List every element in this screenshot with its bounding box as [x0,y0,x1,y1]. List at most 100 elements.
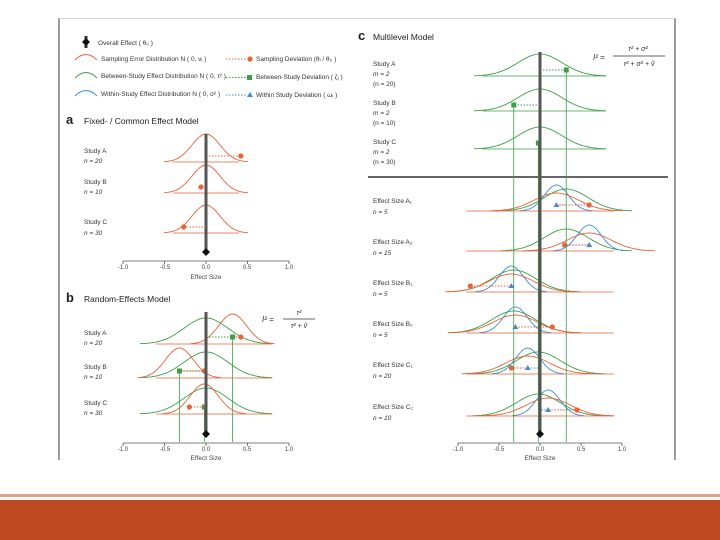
panel-c-title: Multilevel Model [373,32,434,42]
legend-blue-triangle-icon [247,92,253,97]
panel-a-study-1-name: Study B [84,179,107,186]
panel-c-xtick-1: -0.5 [494,447,505,453]
panel-c-xtick-0: -1.0 [453,447,464,453]
panel-a-study-0-sampling-dot [238,153,244,159]
panel-b-xtick-2: 0.0 [202,447,211,453]
panel-a-xtick-4: 1.0 [285,265,294,271]
legend: Overall Effect ( θ₀ ) Sampling Error Dis… [74,36,343,99]
panel-c-effect-5-within-curve [512,389,585,417]
panel-c-effect-1-n: n = 15 [373,250,392,257]
panel-c-study-1-m: m = 2 [373,110,390,117]
panel-c-study-1-n: (n = 10) [373,120,396,127]
panel-b-study-0-name: Study A [84,330,107,337]
panel-c-effect-4-n: n = 20 [373,373,392,380]
panel-a: a Fixed- / Common Effect Model Study A n… [66,112,294,281]
panel-a-study-2-n: n = 30 [84,230,103,237]
panel-c-effect-2-n: n = 5 [373,291,388,298]
panel-c-effect-0-n: n = 5 [373,209,388,216]
panel-c-effect-4-within-curve [491,347,564,375]
panel-a-title: Fixed- / Common Effect Model [84,116,199,126]
panel-a-study-2-name: Study C [84,219,107,226]
panel-b-xtick-1: -0.5 [160,447,171,453]
panel-a-study-1-n: n = 10 [84,189,103,196]
panel-c-formula-lhs: I² = [593,53,605,62]
panel-c-study-1-name: Study B [373,100,396,107]
legend-red-dot-icon [247,56,253,62]
panel-a-xtick-1: -0.5 [160,265,171,271]
panel-c-study-0-n: (n = 20) [373,81,396,88]
panel-a-xtick-2: 0.0 [202,265,211,271]
legend-diamond-icon [82,38,90,46]
panel-b-xtick-3: 0.5 [243,447,252,453]
panel-c-effect-2-within-curve [475,265,548,293]
legend-right-2-label: Within Study Deviation ( ωᵢ ) [256,92,337,99]
panel-c-effect-1-name: Effect Size A₂ [373,239,413,246]
legend-right-1-label: Between-Study Deviation ( ζᵢ ) [256,74,343,81]
panel-c-effect-0-name: Effect Size A₁ [373,198,413,205]
panel-c-effect-3-name: Effect Size B₂ [373,321,413,328]
panel-c-letter: c [358,28,365,43]
panel-c-effect-0-sampling-dot [586,202,592,208]
legend-item-3-label: Within-Study Effect Distribution N ( 0, … [101,91,220,98]
panel-c-plot [445,52,656,446]
panel-b-study-2-n: n = 30 [84,410,103,417]
panel-c-effect-0-within-curve [520,184,593,212]
panel-b-overall-diamond [202,430,210,438]
panel-b: b Random-Effects Model I² = τ² τ² + ṽ St… [66,290,315,462]
panel-c-effect-4-sampling-curve [461,355,594,375]
panel-c-effect-2-name: Effect Size B₁ [373,280,413,287]
panel-b-study-1-n: n = 10 [84,374,103,381]
panel-c: c Multilevel Model I² = τ² + σ² τ² + σ² … [358,28,668,462]
footer-band [0,500,720,540]
panel-b-letter: b [66,290,74,305]
panel-c-xtick-2: 0.0 [536,447,545,453]
panel-b-formula-den: τ² + ṽ [291,323,308,330]
panel-c-study-2-name: Study C [373,139,396,146]
panel-c-overall-diamond [536,430,544,438]
panel-b-xlabel: Effect Size [191,455,222,462]
panel-c-effect-3-n: n = 5 [373,332,388,339]
panel-c-study-0-m: m = 2 [373,71,390,78]
panel-b-xtick-4: 1.0 [285,447,294,453]
panel-c-xtick-3: 0.5 [577,447,586,453]
panel-b-study-2-sampling-dot [186,404,192,410]
legend-item-1-label: Sampling Error Distribution N ( 0, vᵢ ) [101,56,206,63]
panel-c-effect-4-name: Effect Size C₁ [373,362,413,369]
panel-c-effect-4-sampling-dot [508,365,514,371]
panel-c-effect-2-sampling-curve [445,273,578,293]
panel-c-effect-5-sampling-curve [482,397,615,417]
panel-c-study-2-m: m = 2 [373,149,390,156]
panel-c-formula-den: τ² + σ² + ṽ [624,61,655,68]
panel-a-study-2-sampling-dot [180,224,187,230]
panel-a-overall-diamond [202,248,210,256]
panel-c-xtick-4: 1.0 [618,447,627,453]
panel-b-study-0-sampling-dot [238,334,244,340]
legend-right-0-label: Sampling Deviation (θᵢ / θ₀ ) [256,56,336,63]
legend-red-curve-icon [74,54,98,61]
panel-a-xtick-0: -1.0 [118,265,129,271]
panel-c-study-0-name: Study A [373,61,396,68]
panel-b-study-2-sampling-curve [162,383,247,415]
footer-accent-line [0,494,720,497]
panel-c-effect-1-sampling-curve [523,232,656,252]
panel-a-letter: a [66,112,74,127]
legend-green-square-icon [247,75,252,80]
panel-a-study-1-sampling-dot [198,184,204,190]
panel-b-study-2-name: Study C [84,400,107,407]
panel-c-effect-2-sampling-dot [467,283,473,289]
panel-b-study-1-name: Study B [84,364,107,371]
panel-b-formula-num: τ² [297,310,303,317]
panel-c-effect-5-sampling-dot [574,407,580,413]
figure-frame [58,18,676,460]
panel-c-xlabel: Effect Size [525,455,556,462]
panel-b-formula-lhs: I² = [262,315,274,324]
panel-b-xtick-0: -1.0 [118,447,129,453]
legend-green-curve-icon [74,72,98,79]
panel-a-xtick-3: 0.5 [243,265,252,271]
panel-a-study-0-name: Study A [84,148,107,155]
panel-c-effect-3-sampling-dot [549,324,555,330]
panel-c-effect-0-sampling-curve [490,192,623,212]
panel-a-plot [122,133,290,264]
panel-b-plot [122,312,290,446]
